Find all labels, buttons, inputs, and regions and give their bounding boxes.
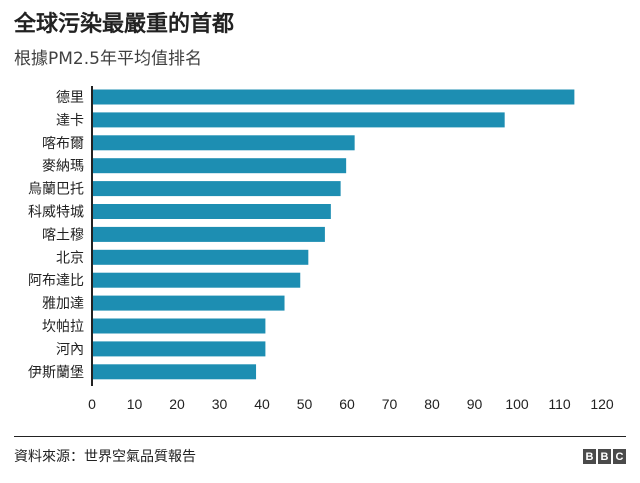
bar [92, 272, 301, 288]
x-tick-label: 70 [382, 396, 398, 412]
x-tick-label: 30 [212, 396, 228, 412]
chart-subtitle: 根據PM2.5年平均值排名 [14, 49, 202, 69]
x-tick-label: 90 [467, 396, 483, 412]
bar [92, 135, 355, 151]
category-label: 伊斯蘭堡 [28, 365, 84, 381]
x-tick-label: 120 [590, 396, 614, 412]
logo-letter-c: C [613, 449, 626, 464]
x-tick-label: 60 [339, 396, 355, 412]
bar [92, 112, 505, 128]
bar [92, 318, 266, 334]
bar [92, 181, 341, 197]
x-tick-label: 50 [297, 396, 313, 412]
bar-chart: 德里達卡喀布爾麥納瑪烏蘭巴托科威特城喀土穆北京阿布達比雅加達坎帕拉河內伊斯蘭堡0… [28, 86, 614, 412]
bar [92, 89, 575, 105]
category-label: 阿布達比 [28, 273, 84, 289]
bar [92, 295, 285, 311]
x-tick-label: 40 [254, 396, 270, 412]
bar [92, 204, 331, 219]
logo-letter-b1: B [583, 449, 596, 464]
logo-letter-b2: B [598, 449, 611, 464]
category-label: 喀布爾 [42, 136, 84, 152]
category-label: 北京 [56, 250, 84, 266]
category-label: 雅加達 [42, 296, 84, 312]
category-label: 喀土穆 [42, 227, 84, 243]
bar [92, 226, 325, 242]
category-label: 坎帕拉 [42, 319, 84, 335]
x-tick-label: 20 [169, 396, 185, 412]
category-label: 達卡 [56, 113, 84, 129]
category-label: 麥納瑪 [42, 159, 84, 175]
x-tick-label: 110 [548, 396, 571, 412]
category-label: 烏蘭巴托 [28, 181, 84, 198]
bbc-logo: B B C [583, 449, 626, 464]
category-label: 科威特城 [28, 205, 84, 221]
category-label: 德里 [56, 90, 84, 106]
bar [92, 249, 309, 265]
bar [92, 158, 347, 174]
source-note: 資料來源：世界空氣品質報告 [14, 449, 196, 465]
bar [92, 364, 257, 380]
chart-title: 全球污染最嚴重的首都 [14, 12, 235, 37]
x-tick-label: 80 [424, 396, 440, 412]
x-tick-label: 100 [505, 396, 529, 412]
x-tick-label: 10 [127, 396, 143, 412]
bar [92, 341, 266, 357]
category-label: 河內 [56, 342, 84, 358]
x-tick-label: 0 [88, 396, 96, 412]
footer-divider [14, 436, 626, 437]
